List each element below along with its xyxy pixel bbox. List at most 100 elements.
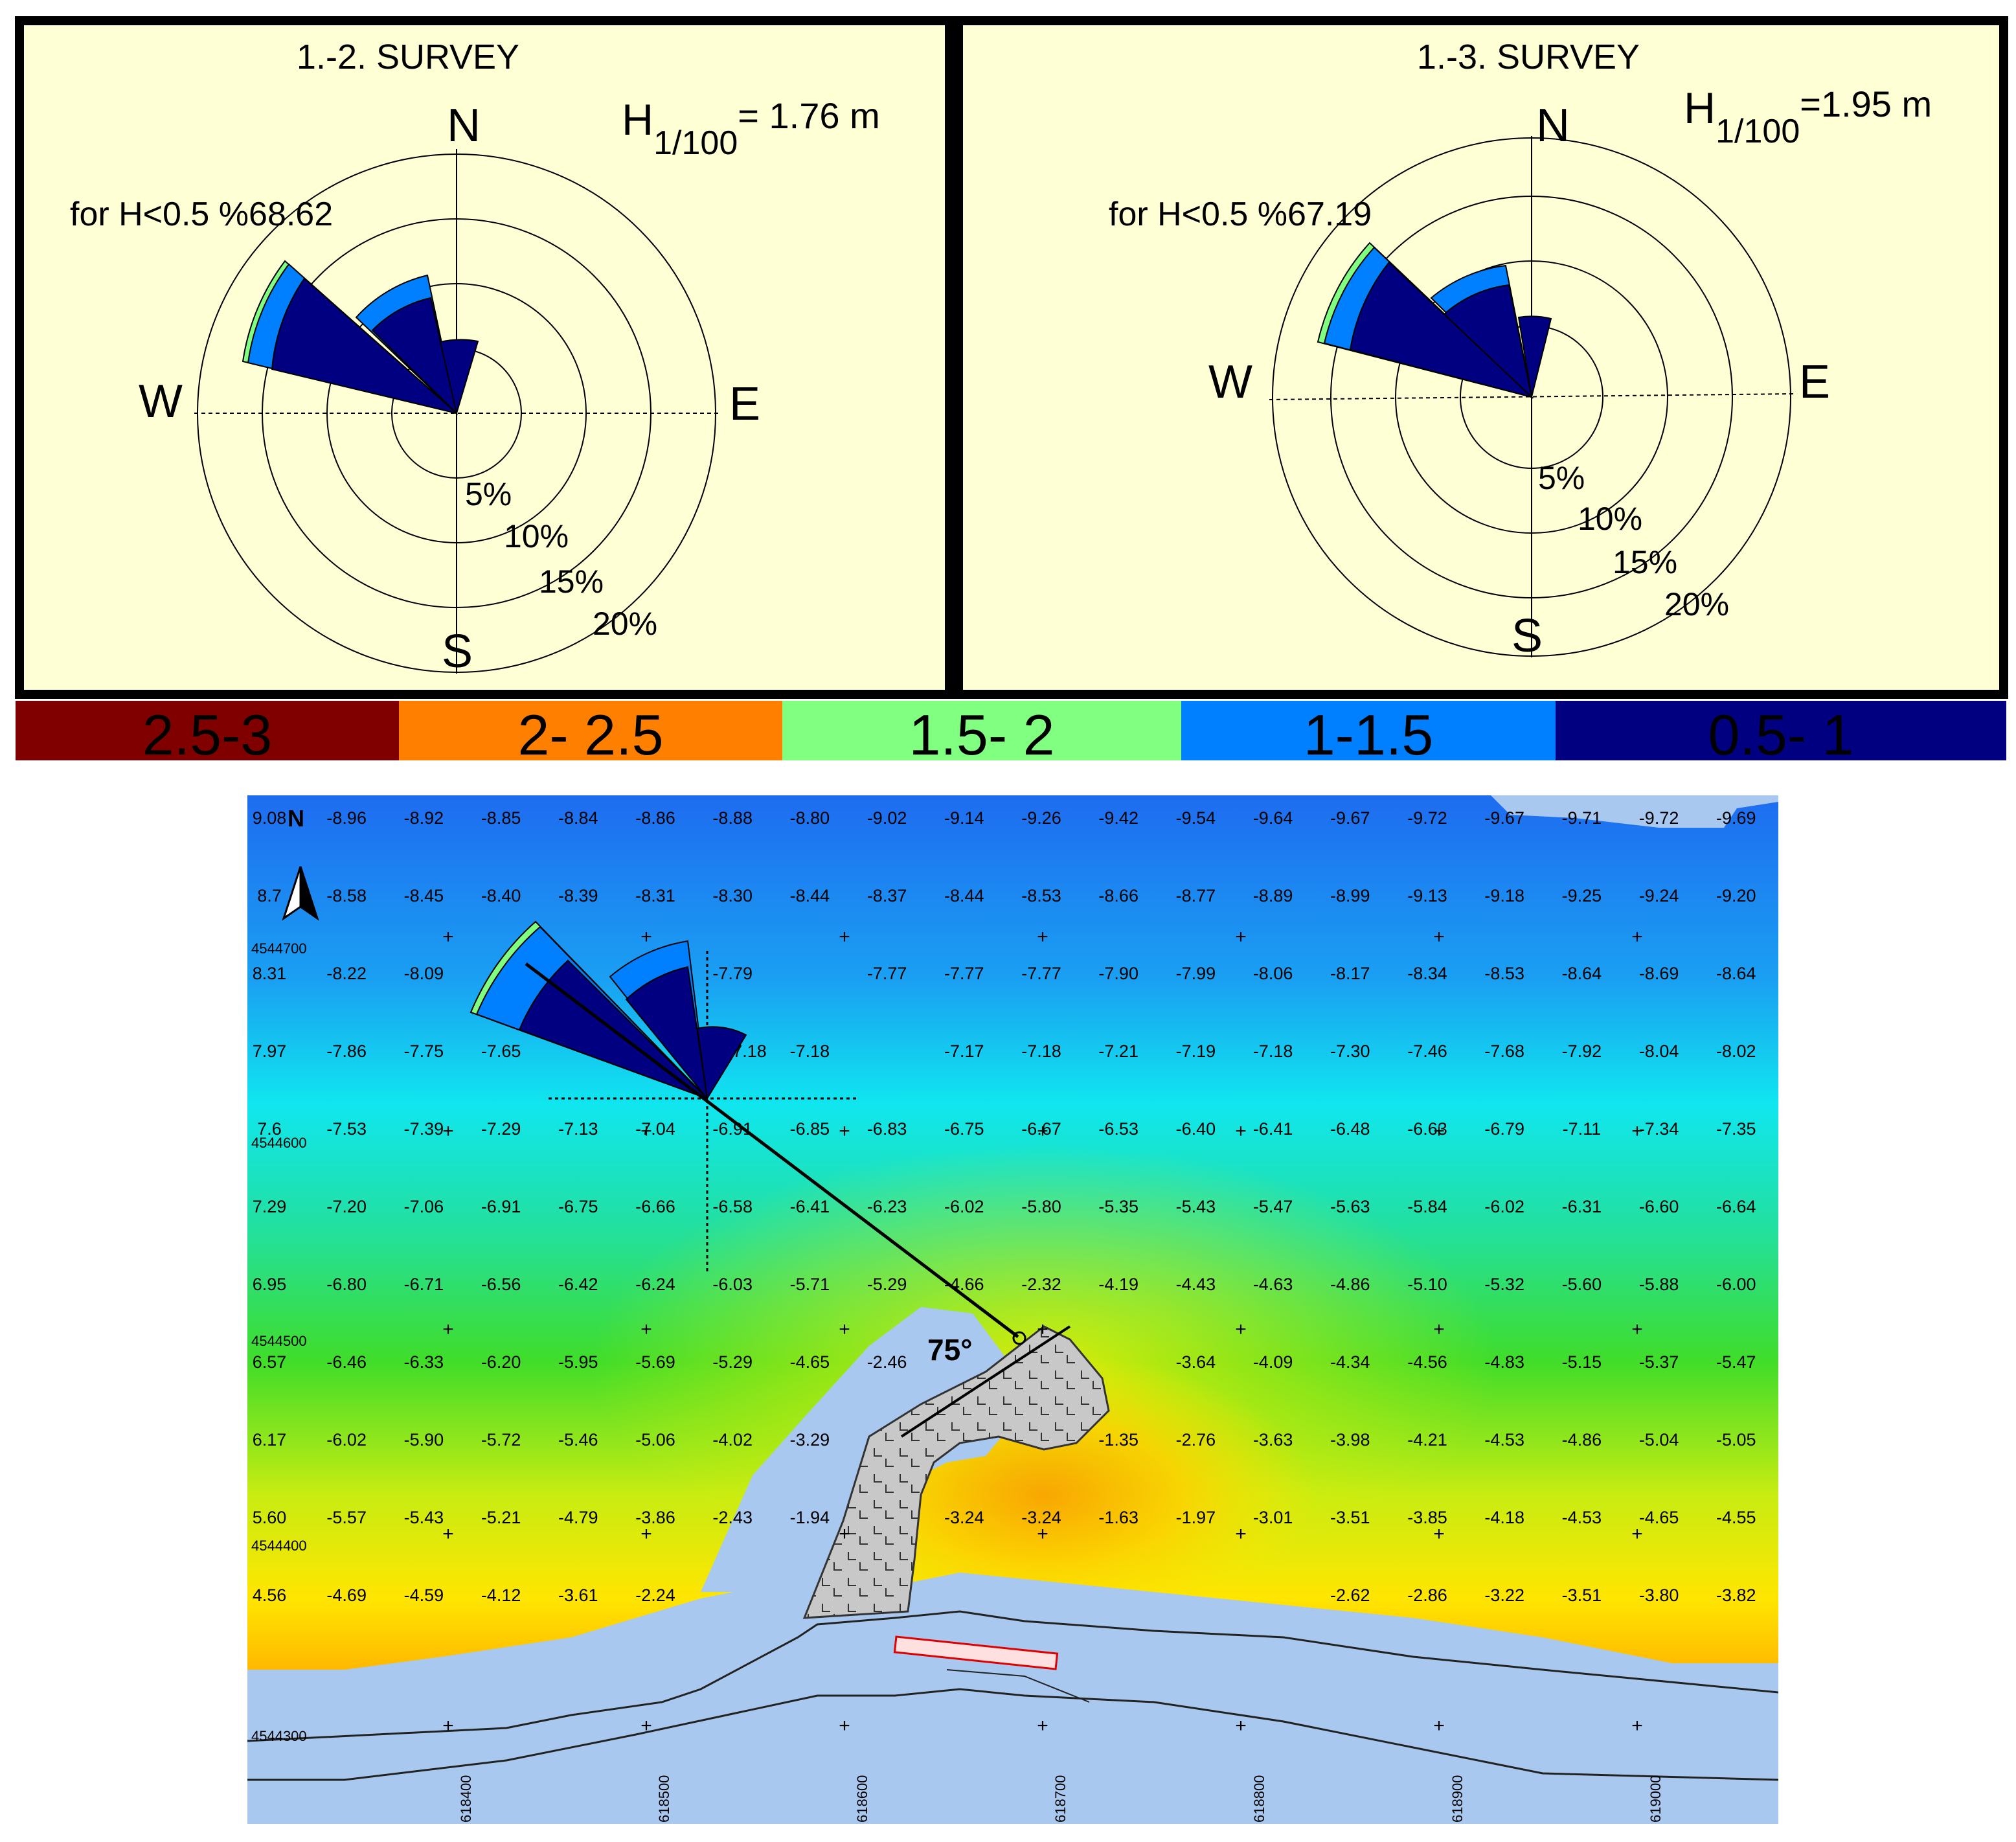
depth-value: -5.29 bbox=[867, 1275, 907, 1294]
depth-value: -9.13 bbox=[1407, 886, 1447, 905]
compass-s: S bbox=[1512, 610, 1543, 662]
x-label: 618500 bbox=[656, 1775, 672, 1823]
depth-value: -6.03 bbox=[712, 1275, 753, 1294]
depth-value: -7.17 bbox=[944, 1041, 984, 1061]
depth-value: -7.06 bbox=[404, 1197, 444, 1216]
depth-value: -2.76 bbox=[1176, 1430, 1216, 1450]
grid-cross: + bbox=[1037, 1523, 1048, 1545]
depth-value: -6.80 bbox=[326, 1275, 367, 1294]
y-label: 4544700 bbox=[251, 940, 307, 957]
depth-value: -8.44 bbox=[944, 886, 984, 905]
depth-value: -7.79 bbox=[712, 964, 753, 983]
angle-label: 75° bbox=[927, 1333, 973, 1367]
depth-value: -6.31 bbox=[1562, 1197, 1602, 1216]
depth-value: -9.14 bbox=[944, 808, 984, 828]
grid-cross: + bbox=[1235, 926, 1247, 948]
depth-value: -4.43 bbox=[1176, 1275, 1216, 1294]
depth-value: -5.46 bbox=[558, 1430, 598, 1450]
depth-value: -6.48 bbox=[1330, 1119, 1370, 1139]
depth-value: -7.75 bbox=[404, 1041, 444, 1061]
depth-value: -6.91 bbox=[481, 1197, 521, 1216]
depth-value: -1.63 bbox=[1098, 1508, 1138, 1527]
depth-value: -3.80 bbox=[1639, 1586, 1679, 1605]
depth-value: -7.29 bbox=[481, 1119, 521, 1139]
depth-value: -5.90 bbox=[404, 1430, 444, 1450]
depth-value: -8.06 bbox=[1253, 964, 1293, 983]
depth-value: -6.41 bbox=[790, 1197, 830, 1216]
depth-value: -7.11 bbox=[1563, 1119, 1602, 1139]
depth-value: -8.58 bbox=[326, 886, 367, 905]
depth-value: 6.95 bbox=[253, 1275, 287, 1294]
depth-value: -3.98 bbox=[1330, 1430, 1370, 1450]
depth-value: -7.18 bbox=[790, 1041, 830, 1061]
depth-value: -8.02 bbox=[1716, 1041, 1756, 1061]
depth-value: 4.56 bbox=[253, 1586, 287, 1605]
depth-value: -7.92 bbox=[1562, 1041, 1602, 1061]
depth-value: -1.94 bbox=[790, 1508, 830, 1527]
depth-value: -3.63 bbox=[1253, 1430, 1293, 1450]
grid-cross: + bbox=[1631, 926, 1643, 948]
compass-w: W bbox=[139, 376, 183, 427]
breakwater bbox=[802, 1325, 1110, 1619]
grid-cross: + bbox=[839, 1523, 850, 1545]
depth-value: -5.84 bbox=[1407, 1197, 1447, 1216]
grid-cross: + bbox=[442, 1715, 454, 1736]
depth-value: -9.20 bbox=[1716, 886, 1756, 905]
depth-value: -5.71 bbox=[790, 1275, 830, 1294]
depth-value: -4.53 bbox=[1484, 1430, 1524, 1450]
depth-value: -3.51 bbox=[1330, 1508, 1370, 1527]
depth-value: -8.69 bbox=[1639, 964, 1679, 983]
depth-value: 7.29 bbox=[253, 1197, 287, 1216]
depth-value: -4.12 bbox=[481, 1586, 521, 1605]
wave-rose bbox=[1269, 136, 1795, 657]
x-label: 618900 bbox=[1449, 1775, 1466, 1823]
wave-rose bbox=[194, 149, 719, 674]
depth-value: -5.47 bbox=[1716, 1352, 1756, 1372]
depth-value: -8.37 bbox=[867, 886, 907, 905]
depth-value: -7.21 bbox=[1098, 1041, 1138, 1061]
wave-direction-line bbox=[525, 962, 1019, 1338]
depth-value: -6.63 bbox=[1407, 1119, 1447, 1139]
north-arrow-icon bbox=[282, 866, 319, 921]
depth-value: -8.99 bbox=[1330, 886, 1370, 905]
depth-value: -6.40 bbox=[1176, 1119, 1216, 1139]
depth-value: -7.65 bbox=[481, 1041, 521, 1061]
depth-value: -5.35 bbox=[1098, 1197, 1138, 1216]
depth-value: -4.53 bbox=[1562, 1508, 1602, 1527]
depth-value: 9.08 bbox=[253, 808, 287, 828]
calm-note: for H<0.5 %67.19 bbox=[1109, 196, 1372, 233]
grid-cross: + bbox=[1235, 1523, 1247, 1545]
x-label: 619000 bbox=[1648, 1775, 1664, 1823]
depth-value: -7.19 bbox=[1176, 1041, 1216, 1061]
depth-value: -9.24 bbox=[1639, 886, 1679, 905]
depth-value: -8.39 bbox=[558, 886, 598, 905]
grid-cross: + bbox=[1037, 926, 1048, 948]
depth-value: -8.84 bbox=[558, 808, 598, 828]
depth-soundings: 9.08 -8.96 -8.92 -8.85 -8.84 -8.86 -8.88 -8.80 -… bbox=[253, 808, 1756, 1605]
ring-label: 5% bbox=[465, 476, 512, 512]
ring-label: 20% bbox=[1664, 586, 1729, 622]
panel-frame bbox=[15, 16, 954, 699]
legend-swatch bbox=[1556, 701, 2006, 760]
depth-value: -3.64 bbox=[1176, 1352, 1216, 1372]
depth-value: -6.02 bbox=[944, 1197, 984, 1216]
depth-value: -5.15 bbox=[1562, 1352, 1602, 1372]
depth-value: -5.29 bbox=[712, 1352, 753, 1372]
depth-value: -7.46 bbox=[1407, 1041, 1447, 1061]
depth-value: -8.44 bbox=[790, 886, 830, 905]
map-wave-rose bbox=[470, 920, 1071, 1438]
depth-value: -5.63 bbox=[1330, 1197, 1370, 1216]
depth-value: -2.43 bbox=[712, 1508, 753, 1527]
grid-cross: + bbox=[640, 1120, 652, 1142]
depth-value: -7.35 bbox=[1716, 1119, 1756, 1139]
legend-label: 1.5- 2 bbox=[909, 703, 1054, 764]
depth-value: -8.66 bbox=[1098, 886, 1138, 905]
y-label: 4544600 bbox=[251, 1135, 307, 1151]
depth-value: -9.26 bbox=[1021, 808, 1061, 828]
depth-value: -7.77 bbox=[944, 964, 984, 983]
grid-cross: + bbox=[1433, 1120, 1445, 1142]
depth-value: -8.80 bbox=[790, 808, 830, 828]
depth-value: -6.60 bbox=[1639, 1197, 1679, 1216]
depth-value: -5.37 bbox=[1639, 1352, 1679, 1372]
depth-value: -9.25 bbox=[1562, 886, 1602, 905]
